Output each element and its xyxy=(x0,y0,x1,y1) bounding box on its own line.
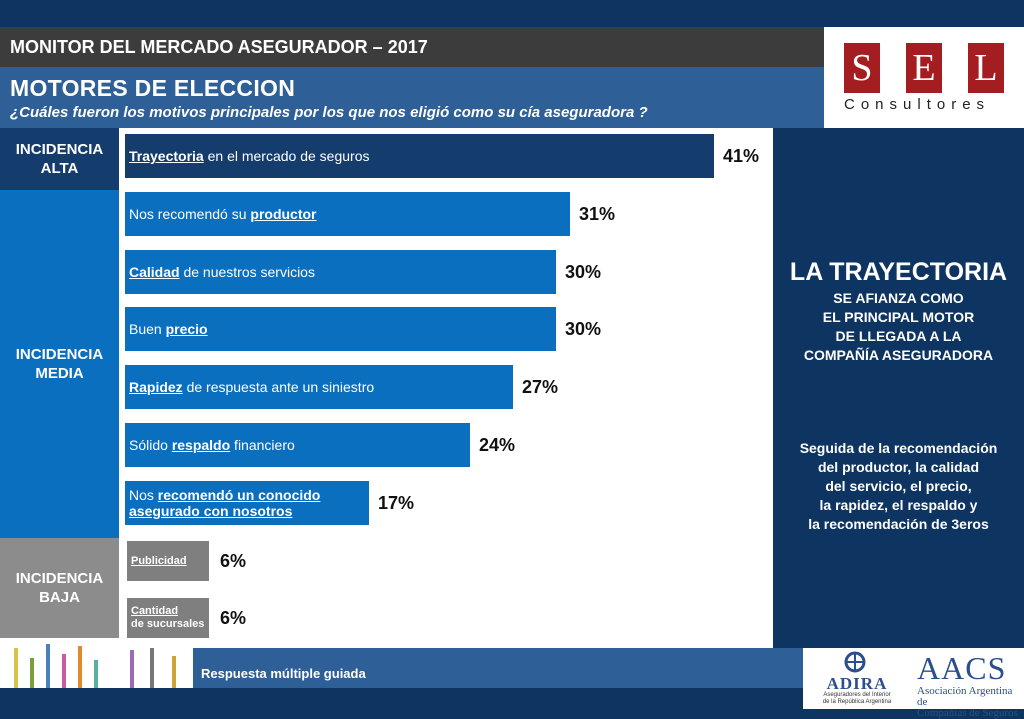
conclusion-line: SE AFIANZA COMO xyxy=(833,290,964,306)
survey-question: ¿Cuáles fueron los motivos principales p… xyxy=(10,104,648,121)
bar-label-keyword: Rapidez xyxy=(129,379,183,395)
bar: Nos recomendó un conocido asegurado con n… xyxy=(125,481,369,525)
deco-stripe xyxy=(172,656,176,688)
bar-label-text: financiero xyxy=(230,437,295,453)
bar: Rapidez de respuesta ante un siniestro xyxy=(125,365,513,409)
deco-stripe xyxy=(94,660,98,688)
title-bar: MOTORES DE ELECCION ¿Cuáles fueron los m… xyxy=(0,67,824,128)
bar-label-text: Sólido xyxy=(129,437,172,453)
paragraph-line: del servicio, el precio, xyxy=(825,478,972,494)
bar-label-text: en el mercado de seguros xyxy=(203,148,370,164)
bar-label-keyword: productor xyxy=(250,206,317,222)
paragraph-line: Seguida de la recomendación xyxy=(799,440,998,456)
bar: Trayectoria en el mercado de seguros xyxy=(125,134,714,178)
bar-label: Cantidad de sucursales xyxy=(131,605,204,631)
level-baja-label: INCIDENCIA BAJA xyxy=(15,570,104,606)
conclusion-line: EL PRINCIPAL MOTOR xyxy=(822,309,975,325)
value-label: 31% xyxy=(579,204,616,224)
paragraph-line: del productor, la calidad xyxy=(817,459,980,475)
bar-label: Rapidez de respuesta ante un siniestro xyxy=(129,379,374,395)
logo-letter-l: L xyxy=(968,43,1004,93)
adira-tagline: Aseguradores del Interior de la Repúblic… xyxy=(803,692,911,706)
deco-stripe xyxy=(130,650,134,688)
deco-stripe xyxy=(14,648,18,688)
aacs-tagline-line: Asociación Argentina de xyxy=(917,685,1013,708)
conclusion-line: COMPAÑÍA ASEGURADORA xyxy=(803,347,994,363)
bar-label-keyword: Cantidad xyxy=(131,605,179,617)
logo-subtitle: Consultores xyxy=(844,96,991,113)
sel-logo: S E L Consultores xyxy=(824,27,1024,128)
report-header: MONITOR DEL MERCADO ASEGURADOR – 2017 xyxy=(0,27,824,67)
conclusion-line: DE LLEGADA A LA xyxy=(835,328,962,344)
adira-name: ADIRA xyxy=(826,674,888,693)
top-band xyxy=(0,0,1024,27)
footer-note: Respuesta múltiple guiada xyxy=(193,648,803,688)
adira-logo: ADIRA Aseguradores del Interior de la Re… xyxy=(803,648,911,709)
adira-tagline-line: Aseguradores del Interior xyxy=(823,692,891,698)
deco-stripe xyxy=(30,658,34,688)
bar-label: Publicidad xyxy=(131,555,187,568)
bar: Calidad de nuestros servicios xyxy=(125,250,556,294)
aacs-name: AACS xyxy=(917,650,1007,686)
conclusion-headline: LA TRAYECTORIA xyxy=(789,258,1008,286)
bar-label: Buen precio xyxy=(129,321,208,337)
page-title: MOTORES DE ELECCION xyxy=(10,75,296,101)
value-label: 6% xyxy=(220,608,247,628)
adira-emblem-icon xyxy=(844,651,866,673)
aacs-tagline: Asociación Argentina de Compañías de Seg… xyxy=(917,686,1024,719)
bar-label-keyword: Publicidad xyxy=(131,554,187,567)
bar-label-keyword: Calidad xyxy=(129,264,180,280)
bar-label: Trayectoria en el mercado de seguros xyxy=(129,148,369,164)
conclusion-panel: LA TRAYECTORIA SE AFIANZA COMO EL PRINCI… xyxy=(773,128,1024,648)
bar-label-keyword: respaldo xyxy=(171,437,231,453)
level-alta: INCIDENCIA ALTA xyxy=(0,128,119,190)
bar-label: Sólido respaldo financiero xyxy=(129,437,295,453)
conclusion-lines: SE AFIANZA COMO EL PRINCIPAL MOTOR DE LL… xyxy=(773,289,1024,365)
bar-label-text: de sucursales xyxy=(131,618,205,630)
level-media-label: INCIDENCIA MEDIA xyxy=(15,346,104,382)
bar-label-keyword: Trayectoria xyxy=(129,148,204,164)
level-alta-label: INCIDENCIA ALTA xyxy=(15,141,104,177)
level-media: INCIDENCIA MEDIA xyxy=(0,190,119,538)
deco-stripe xyxy=(62,654,66,688)
value-label: 17% xyxy=(378,493,415,513)
value-label: 41% xyxy=(723,146,760,166)
bar-label-text: de nuestros servicios xyxy=(179,264,315,280)
deco-stripe xyxy=(78,646,82,688)
conclusion-paragraph: Seguida de la recomendación del producto… xyxy=(773,439,1024,534)
bar: Buen precio xyxy=(125,307,556,351)
deco-stripe xyxy=(150,644,154,688)
bar-label: Nos recomendó su productor xyxy=(129,206,317,222)
bar: Publicidad xyxy=(125,539,211,583)
bar-label-text: Buen xyxy=(129,321,166,337)
bar-label-text: Nos xyxy=(129,487,158,503)
bar: Sólido respaldo financiero xyxy=(125,423,470,467)
bar-label: Calidad de nuestros servicios xyxy=(129,264,315,280)
logo-letter-e: E xyxy=(906,43,942,93)
bar-label-text: asegurado con nosotros xyxy=(129,503,293,519)
paragraph-line: la rapidez, el respaldo y xyxy=(819,497,978,513)
adira-tagline-line: de la República Argentina xyxy=(822,699,892,705)
value-label: 24% xyxy=(479,435,516,455)
bar-label: Nos recomendó un conocido asegurado con n… xyxy=(129,487,320,519)
value-label: 6% xyxy=(220,551,247,571)
logo-letter-s: S xyxy=(844,43,880,93)
deco-stripe xyxy=(46,644,50,688)
bar-label-text: de respuesta ante un siniestro xyxy=(182,379,375,395)
paragraph-line: la recomendación de 3eros xyxy=(808,516,989,532)
value-label: 27% xyxy=(522,377,559,397)
bar: Nos recomendó su productor xyxy=(125,192,570,236)
bar-label-keyword: precio xyxy=(165,321,208,337)
bar: Cantidad de sucursales xyxy=(125,596,211,640)
level-baja: INCIDENCIA BAJA xyxy=(0,538,119,638)
bar-label-keyword: recomendó un conocido xyxy=(157,487,321,503)
value-label: 30% xyxy=(565,262,602,282)
bar-chart: Trayectoria en el mercado de seguros 41% N… xyxy=(119,128,773,648)
aacs-logo: AACS Asociación Argentina de Compañías d… xyxy=(911,648,1024,719)
bar-label-text: Nos recomendó su xyxy=(129,206,251,222)
aacs-tagline-line: Compañías de Seguros xyxy=(917,707,1018,719)
value-label: 30% xyxy=(565,319,602,339)
